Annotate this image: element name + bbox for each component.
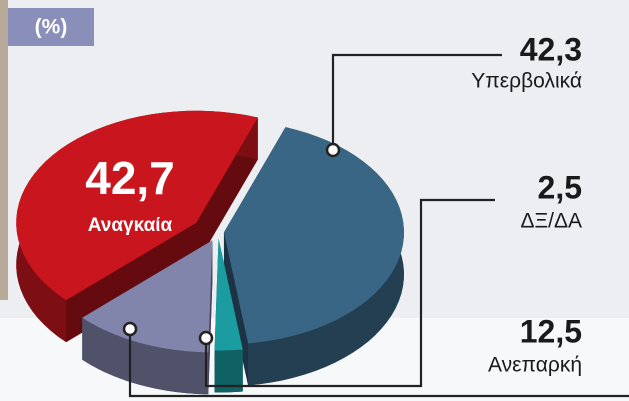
value-label: 42,7 <box>85 152 175 204</box>
photo-edge <box>0 0 8 300</box>
slice <box>16 110 258 301</box>
value-label: 42,3 <box>520 31 582 67</box>
unit-label: (%) <box>35 16 68 39</box>
pie <box>16 110 404 395</box>
leader-line <box>204 198 495 388</box>
slice-wall <box>82 317 209 395</box>
category-label: ΔΞ/ΔΑ <box>520 210 582 233</box>
category-label: Υπερβολικά <box>471 70 582 93</box>
leader-line <box>331 53 502 147</box>
unit-box <box>8 8 94 46</box>
slice-wall <box>214 349 243 393</box>
labels: 42,3 Υπερβολικά 2,5 ΔΞ/ΔΑ 12,5 Ανεπαρκή 42,7 Αν… <box>85 31 582 376</box>
slice <box>223 127 404 344</box>
value-label: 2,5 <box>538 169 582 205</box>
category-label: Ανεπαρκή <box>488 354 582 377</box>
category-label: Αναγκαία <box>88 215 173 236</box>
leader-dot <box>198 330 214 346</box>
slice <box>82 240 213 353</box>
leader-dot <box>122 321 138 337</box>
leader-dot <box>325 142 341 158</box>
value-label: 12,5 <box>520 313 582 349</box>
slice <box>214 238 243 351</box>
leader-line <box>128 333 629 398</box>
leaders <box>122 53 629 398</box>
